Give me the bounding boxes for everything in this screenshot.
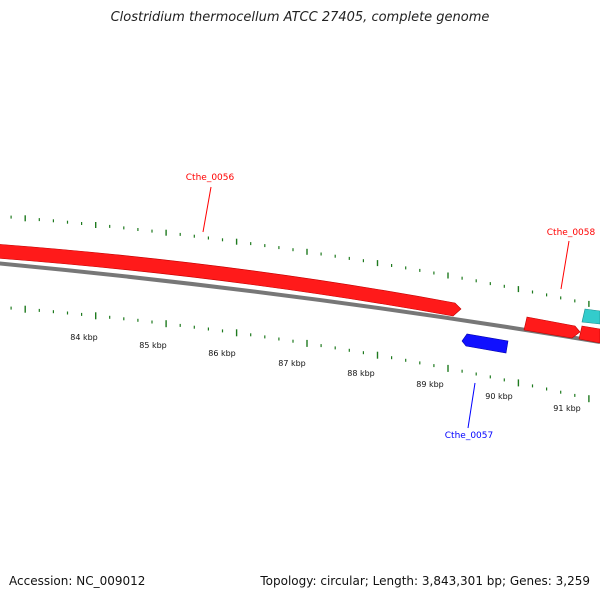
scale-label: 85 kbp [139, 341, 167, 350]
scale-label: 88 kbp [347, 369, 375, 378]
gene-cthe-0056-arrow[interactable] [0, 244, 462, 317]
gene-label-cthe-0056[interactable]: Cthe_0056 [186, 173, 235, 183]
scale-label: 84 kbp [70, 333, 98, 342]
scale-label: 89 kbp [416, 380, 444, 389]
genome-summary-text: Topology: circular; Length: 3,843,301 bp… [260, 574, 590, 588]
label-line-cthe-0057 [467, 382, 476, 429]
scale-label: 86 kbp [208, 349, 236, 358]
outer-tick-row [10, 215, 590, 307]
gene-cthe-0057-arrow[interactable] [461, 333, 509, 354]
inner-tick-row [10, 305, 590, 403]
genome-backbone [0, 261, 600, 344]
scale-label: 90 kbp [485, 392, 513, 401]
scale-label: 91 kbp [553, 404, 581, 413]
gene-label-cthe-0058[interactable]: Cthe_0058 [547, 228, 596, 238]
map-title: Clostridium thermocellum ATCC 27405, com… [110, 10, 490, 25]
gene-label-cthe-0057[interactable]: Cthe_0057 [445, 431, 493, 441]
gene-offscreen-red-arrow[interactable] [578, 325, 600, 344]
gene-cthe-0058-arrow[interactable] [523, 316, 581, 339]
scale-label: 87 kbp [278, 359, 306, 368]
label-line-cthe-0058 [560, 240, 570, 290]
accession-text: Accession: NC_009012 [9, 574, 146, 588]
label-line-cthe-0056 [202, 186, 212, 233]
feature-offscreen-cyan-arrow[interactable] [581, 308, 600, 325]
